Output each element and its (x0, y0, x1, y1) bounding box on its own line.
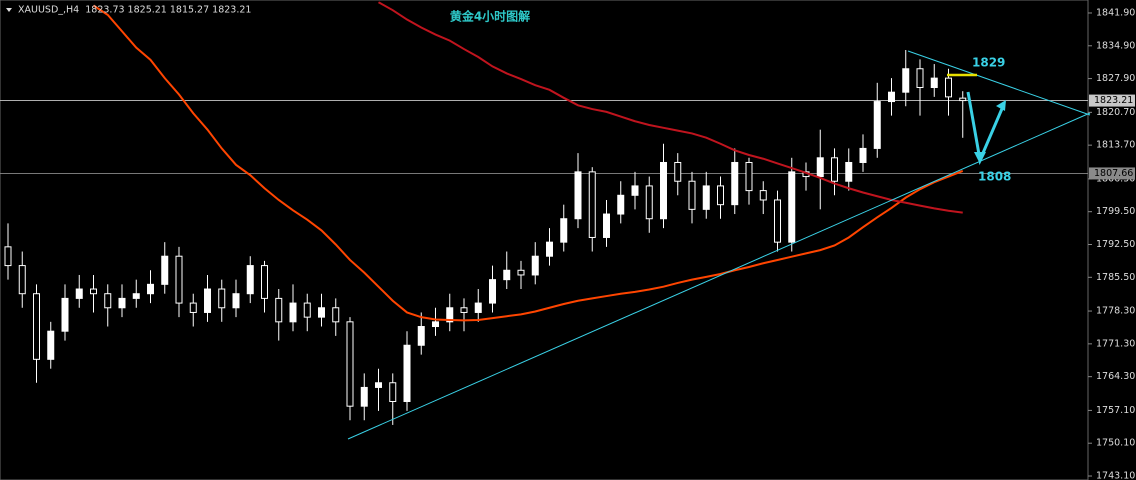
candle-body (75, 288, 83, 299)
y-tick-label: 1834.90 (1096, 40, 1135, 51)
y-tick-label: 1841.90 (1096, 7, 1135, 18)
candle-body (474, 302, 482, 313)
candle-body (232, 293, 240, 309)
candle-body (261, 265, 268, 299)
candle-body (645, 185, 653, 220)
moving-average (92, 4, 964, 322)
candle-body (916, 68, 924, 88)
candle-body (831, 157, 838, 182)
y-tick-label: 1771.30 (1096, 338, 1135, 349)
candle-body (90, 288, 97, 295)
candle-body (560, 218, 568, 243)
candle-body (688, 180, 696, 210)
candle-body (745, 161, 753, 192)
y-tick-label: 1813.70 (1096, 140, 1135, 151)
candle-body (189, 302, 197, 313)
trend-line (907, 50, 1091, 116)
candle-body (18, 265, 26, 295)
y-tick-label: 1750.10 (1096, 438, 1135, 449)
candle-body (432, 321, 439, 328)
candle-body (360, 386, 368, 407)
candle-body (759, 190, 767, 201)
y-tick-label: 1764.30 (1096, 371, 1135, 382)
candle-body (945, 77, 952, 98)
arrow-head (996, 100, 1006, 111)
candle-body (161, 255, 169, 285)
candle-body (175, 255, 183, 304)
y-tick-label: 1757.10 (1096, 405, 1135, 416)
y-tick-label: 1785.50 (1096, 272, 1135, 283)
arrow-head (974, 152, 986, 164)
trend-line (347, 112, 1091, 440)
chart-title: 黄金4小时图解 (450, 9, 530, 24)
candle-body (503, 269, 511, 281)
candle-body (660, 161, 667, 220)
candle-body (674, 161, 682, 182)
candle-body (460, 307, 468, 313)
candle-body (546, 241, 553, 257)
candle-body (816, 157, 824, 178)
candle-body (204, 288, 211, 313)
y-tick-label: 1743.10 (1096, 471, 1135, 480)
candle-body (873, 101, 881, 149)
candle-body (218, 288, 226, 309)
y-tick-label: 1778.30 (1096, 306, 1135, 317)
candle-body (902, 68, 910, 93)
candle-body (47, 330, 55, 360)
candle-body (246, 265, 254, 295)
candle-body (930, 77, 938, 88)
annotation: 1808 (978, 170, 1011, 184)
y-tick-label: 1799.50 (1096, 206, 1135, 217)
candle-body (531, 255, 539, 276)
candle-body (489, 279, 496, 304)
candle-body (132, 293, 140, 299)
candle-body (318, 307, 325, 318)
price-label: 1823.21 (1094, 95, 1133, 106)
candle-body (959, 97, 967, 102)
candle-body (346, 321, 354, 407)
price-label-box (1089, 167, 1135, 180)
candle-body (517, 269, 525, 276)
candle-body (702, 185, 710, 210)
candle-body (61, 297, 69, 332)
candle-body (731, 161, 739, 206)
header: XAUUSD_,H4 1823.73 1825.21 1815.27 1823.… (18, 5, 251, 16)
price-label: 1807.66 (1094, 168, 1133, 179)
annotation: 1829 (972, 56, 1005, 70)
candle-body (617, 194, 625, 215)
candle-body (375, 382, 382, 388)
candle-body (4, 246, 12, 267)
candle-body (403, 344, 411, 402)
candle-body (33, 293, 40, 360)
candle-body (289, 302, 297, 323)
candle-body (275, 297, 283, 323)
candle-body (888, 91, 895, 103)
candle-body (417, 326, 425, 346)
candle-body (588, 171, 596, 238)
candle-body (389, 382, 397, 402)
candle-body (717, 185, 724, 206)
y-tick-label: 1827.90 (1096, 73, 1135, 84)
candle-body (845, 161, 853, 182)
plot-frame (0, 0, 1089, 480)
candle-body (788, 171, 796, 243)
moving-average (378, 1, 963, 214)
candle-body (118, 297, 126, 309)
candle-body (446, 307, 454, 323)
y-tick-label: 1792.50 (1096, 239, 1135, 250)
price-label-box (1089, 94, 1135, 107)
y-tick-label: 1820.70 (1096, 107, 1135, 118)
candle-body (303, 302, 311, 318)
candle-body (104, 293, 112, 309)
candle-body (859, 147, 867, 163)
candle-body (774, 199, 781, 243)
candle-body (574, 171, 582, 220)
candle-body (631, 185, 639, 196)
menu-icon (6, 8, 12, 12)
candle-body (603, 213, 610, 238)
candle-body (147, 283, 154, 295)
candle-body (332, 307, 340, 323)
